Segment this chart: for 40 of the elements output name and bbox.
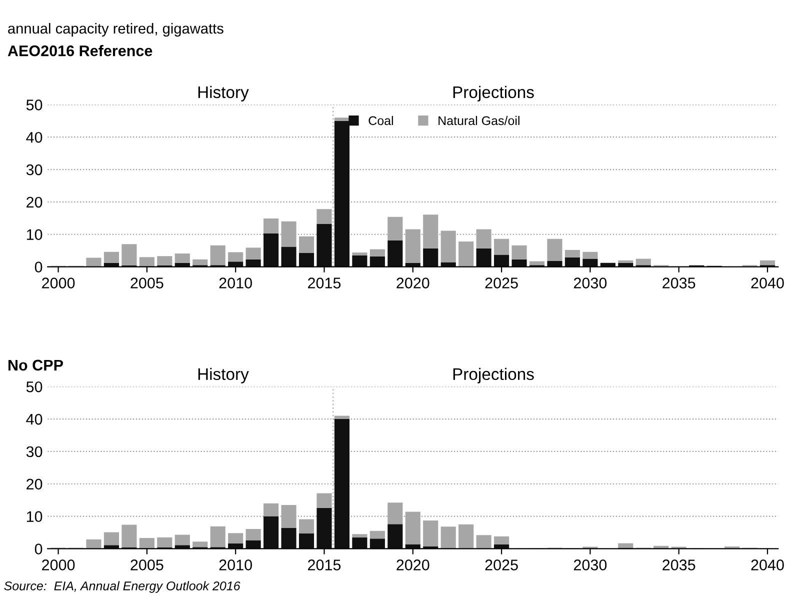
- x-tick-label: 2015: [308, 560, 341, 570]
- x-tick-label: 2005: [130, 560, 164, 570]
- legend-label: Natural Gas/oil: [438, 116, 520, 126]
- y-tick-label: 0: [34, 544, 42, 554]
- x-tick-label: 2035: [662, 278, 696, 288]
- y-tick-label: 10: [26, 229, 42, 240]
- chart-title: AEO2016 Reference: [8, 45, 152, 56]
- y-tick-label: 40: [26, 414, 42, 425]
- y-axis-title: annual capacity retired, gigawatts: [8, 22, 224, 37]
- y-tick-label: 20: [26, 196, 42, 208]
- x-tick-label: 2040: [751, 278, 784, 288]
- x-tick-label: 2025: [485, 560, 518, 570]
- x-tick-label: 2035: [662, 560, 696, 570]
- x-tick-label: 2030: [574, 560, 607, 570]
- chart-title: No CPP: [8, 360, 63, 371]
- text: Projections: [453, 86, 534, 102]
- x-tick-label: 2015: [308, 278, 341, 288]
- text: History: [198, 368, 249, 384]
- source-note: Source: EIA, Annual Energy Outlook 2016: [4, 581, 240, 593]
- x-tick-label: 2025: [485, 278, 518, 288]
- y-tick-label: 30: [26, 164, 42, 176]
- y-tick-label: 40: [26, 132, 42, 143]
- y-tick-label: 30: [26, 446, 42, 458]
- text: Projections: [453, 368, 534, 384]
- x-tick-label: 2010: [219, 278, 252, 288]
- y-tick-label: 50: [26, 100, 42, 110]
- x-tick-label: 2020: [396, 278, 430, 288]
- y-tick-label: 20: [26, 478, 42, 490]
- x-tick-label: 2000: [42, 278, 75, 288]
- x-tick-label: 2020: [396, 560, 430, 570]
- text: History: [198, 86, 249, 102]
- y-tick-label: 50: [26, 381, 42, 392]
- x-tick-label: 2005: [130, 278, 164, 288]
- x-tick-label: 2000: [42, 560, 75, 570]
- x-tick-label: 2010: [219, 560, 252, 570]
- legend-label: Coal: [368, 116, 393, 126]
- x-tick-label: 2030: [574, 278, 607, 288]
- y-tick-label: 0: [34, 262, 42, 272]
- x-tick-label: 2040: [751, 560, 784, 570]
- y-tick-label: 10: [26, 511, 42, 522]
